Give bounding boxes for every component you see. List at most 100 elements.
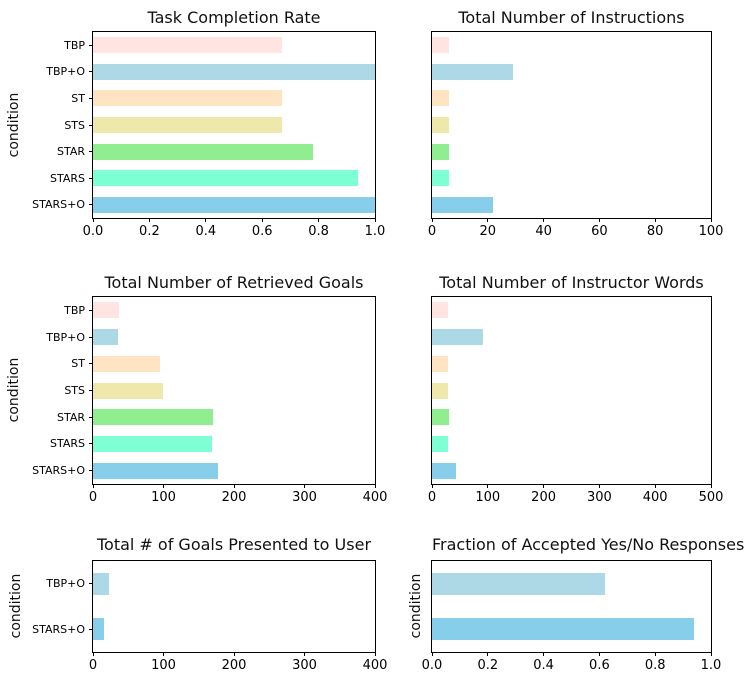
x-axis-tick-label: 300 bbox=[586, 490, 612, 505]
bar-sts bbox=[432, 382, 449, 399]
chart-title: Fraction of Accepted Yes/No Responses bbox=[432, 535, 744, 554]
x-axis-tick-label: 0.8 bbox=[644, 658, 666, 673]
bar-tbp-plus-o bbox=[432, 572, 605, 595]
x-axis-tick-label: 40 bbox=[535, 224, 552, 239]
x-axis-tick-label: 1.0 bbox=[364, 224, 386, 239]
plot-area: TBP TBP+O ST STS STAR STARS STARS+O 0.0 0.2 0.4 0.… bbox=[32, 31, 385, 239]
bar-star bbox=[432, 143, 449, 160]
x-tick-mark bbox=[205, 218, 207, 222]
x-tick-mark bbox=[598, 218, 600, 222]
x-axis-tick-label: 0 bbox=[427, 224, 437, 239]
y-tick-mark bbox=[89, 583, 93, 585]
y-tick-mark bbox=[89, 151, 93, 153]
bar-stars-plus-o bbox=[432, 462, 456, 479]
x-tick-mark bbox=[598, 484, 600, 488]
chart-title: Total Number of Instructions bbox=[458, 8, 685, 27]
bar-tbp-plus-o bbox=[93, 329, 119, 346]
bar-star bbox=[93, 409, 213, 426]
x-axis-tick-label: 80 bbox=[646, 224, 664, 239]
x-axis-tick-label: 0.2 bbox=[139, 224, 160, 239]
x-tick-mark bbox=[431, 484, 433, 488]
y-tick-mark bbox=[89, 628, 93, 630]
plot-area: TBP TBP+O ST STS STAR STARS STARS+O 0 100 200 300 4… bbox=[32, 296, 387, 505]
x-axis-tick-label: 400 bbox=[642, 490, 668, 505]
bar-stars-plus-o bbox=[93, 618, 105, 641]
y-axis-tick-label: STARS+O bbox=[32, 464, 85, 478]
x-tick-mark bbox=[543, 484, 545, 488]
bar-tbp bbox=[93, 302, 120, 319]
x-axis-tick-label: 300 bbox=[292, 658, 317, 673]
chart-title: Task Completion Rate bbox=[147, 8, 321, 27]
chart-title: Total # of Goals Presented to User bbox=[96, 535, 372, 554]
x-tick-mark bbox=[233, 484, 235, 488]
x-tick-mark bbox=[261, 218, 263, 222]
bar-star bbox=[93, 143, 313, 160]
x-axis-tick-label: 100 bbox=[698, 224, 724, 239]
x-tick-mark bbox=[304, 652, 305, 656]
x-axis-tick-label: 0.6 bbox=[251, 224, 273, 239]
bar-stars-plus-o bbox=[93, 462, 218, 479]
x-axis-tick-label: 0 bbox=[427, 490, 437, 505]
x-axis-tick-label: 1.0 bbox=[700, 658, 722, 673]
x-axis-tick-label: 60 bbox=[591, 224, 608, 239]
bar-tbp-plus-o bbox=[432, 329, 484, 346]
x-tick-mark bbox=[163, 652, 164, 656]
x-tick-mark bbox=[163, 484, 164, 488]
x-axis-tick-label: 0.4 bbox=[195, 224, 217, 239]
x-tick-mark bbox=[543, 652, 545, 656]
bar-tbp-plus-o bbox=[93, 63, 375, 80]
x-tick-mark bbox=[318, 218, 320, 222]
bar-tbp bbox=[93, 37, 282, 54]
x-tick-mark bbox=[374, 484, 376, 488]
x-axis-tick-label: 0 bbox=[88, 490, 98, 505]
x-axis-tick-label: 0.4 bbox=[533, 658, 554, 673]
y-tick-mark bbox=[89, 309, 93, 311]
bar-sts bbox=[93, 382, 163, 399]
x-axis-tick-label: 200 bbox=[221, 490, 247, 505]
x-tick-mark bbox=[543, 218, 545, 222]
bar-stars-plus-o bbox=[93, 196, 375, 213]
y-tick-mark bbox=[89, 177, 93, 179]
y-axis-tick-label: STS bbox=[64, 118, 85, 132]
y-axis-tick-label: TBP+O bbox=[46, 577, 85, 591]
x-tick-mark bbox=[92, 484, 94, 488]
y-axis-tick-label: TBP bbox=[64, 38, 85, 52]
x-tick-mark bbox=[710, 218, 712, 222]
y-tick-mark bbox=[89, 124, 93, 126]
bar-tbp bbox=[432, 37, 449, 54]
y-axis-tick-label: TBP+O bbox=[46, 330, 85, 344]
x-axis-tick-label: 400 bbox=[362, 658, 388, 673]
x-axis-tick-label: 300 bbox=[292, 490, 317, 505]
bar-stars bbox=[432, 435, 449, 452]
x-tick-mark bbox=[487, 218, 489, 222]
y-axis-tick-label: ST bbox=[71, 357, 85, 371]
y-axis-tick-label: TBP+O bbox=[46, 65, 85, 79]
x-axis-tick-label: 200 bbox=[221, 658, 247, 673]
x-axis-tick-label: 0.0 bbox=[82, 224, 104, 239]
x-tick-mark bbox=[487, 652, 489, 656]
x-tick-mark bbox=[654, 218, 656, 222]
bar-stars bbox=[93, 170, 359, 187]
x-tick-mark bbox=[431, 652, 433, 656]
y-axis-tick-label: STAR bbox=[56, 145, 85, 159]
y-tick-mark bbox=[89, 97, 93, 99]
x-axis-tick-label: 500 bbox=[698, 490, 724, 505]
y-tick-mark bbox=[89, 363, 93, 365]
bar-stars bbox=[93, 435, 213, 452]
x-axis-tick-label: 100 bbox=[151, 490, 176, 505]
x-tick-mark bbox=[654, 484, 656, 488]
x-axis-tick-label: 200 bbox=[531, 490, 556, 505]
x-tick-mark bbox=[374, 652, 376, 656]
x-axis-tick-label: 0.6 bbox=[589, 658, 610, 673]
y-axis-label: condition bbox=[8, 573, 24, 639]
bar-stars bbox=[432, 170, 449, 187]
plot-area: 0 20 40 60 80 100 bbox=[428, 31, 723, 239]
bar-stars-plus-o bbox=[432, 196, 494, 213]
y-tick-mark bbox=[89, 44, 93, 46]
plot-area: 0 100 200 300 400 500 bbox=[428, 296, 723, 505]
x-tick-mark bbox=[710, 652, 712, 656]
y-tick-mark bbox=[89, 71, 93, 73]
x-axis-tick-label: 0 bbox=[88, 658, 98, 673]
x-tick-mark bbox=[92, 652, 94, 656]
